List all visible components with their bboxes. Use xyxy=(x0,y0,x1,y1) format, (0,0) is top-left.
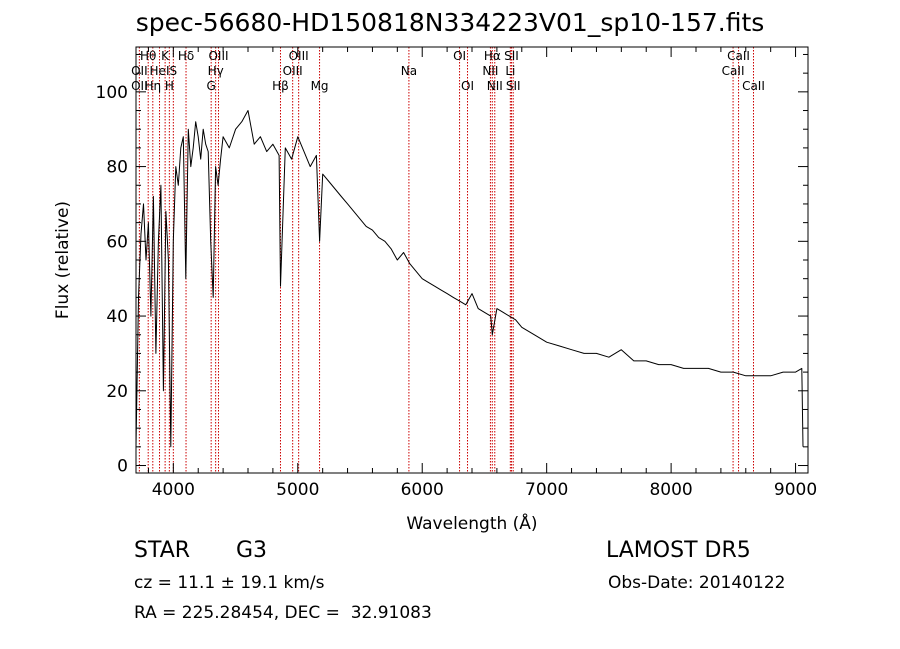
line-label: K xyxy=(161,49,170,63)
spectrum-series xyxy=(135,110,804,448)
velocity-readout: cz = 11.1 ± 19.1 km/s xyxy=(134,573,325,593)
line-label: CaII xyxy=(742,79,765,93)
plot-frame xyxy=(135,46,809,474)
y-tick-label: 0 xyxy=(117,457,128,477)
line-label: Hγ xyxy=(208,64,224,78)
line-markers xyxy=(138,47,754,473)
line-label: Hδ xyxy=(178,49,194,63)
x-tick-label: 4000 xyxy=(152,480,195,500)
line-label: SII xyxy=(504,49,519,63)
survey-name: LAMOST DR5 xyxy=(606,538,751,563)
line-label: OIII xyxy=(283,64,303,78)
line-label: OII xyxy=(131,79,148,93)
coordinates-readout: RA = 225.28454, DEC = 32.91083 xyxy=(134,603,432,623)
x-tick-label: 8000 xyxy=(649,480,692,500)
y-tick-label: 20 xyxy=(106,382,128,402)
x-tick-label: 9000 xyxy=(774,480,817,500)
y-tick-label: 100 xyxy=(96,83,128,103)
line-label: Mg xyxy=(311,79,329,93)
x-tick-label: 5000 xyxy=(276,480,319,500)
line-label: OII xyxy=(131,64,148,78)
line-label: H xyxy=(165,79,174,93)
line-label: CaII xyxy=(722,64,745,78)
object-class: STAR xyxy=(134,538,191,563)
chart-title: spec-56680-HD150818N334223V01_sp10-157.f… xyxy=(135,8,765,37)
line-label: NII xyxy=(487,79,503,93)
axis-ticks xyxy=(136,47,808,473)
line-label: NII xyxy=(482,64,498,78)
y-tick-label: 60 xyxy=(106,232,128,252)
x-tick-label: 6000 xyxy=(401,480,444,500)
line-label: Na xyxy=(401,64,417,78)
line-label: Hβ xyxy=(272,79,289,93)
line-label: G xyxy=(207,79,216,93)
line-label: HeI xyxy=(150,64,170,78)
line-label: SII xyxy=(506,79,521,93)
line-label: Hα xyxy=(484,49,501,63)
y-tick-label: 40 xyxy=(106,307,128,327)
line-label: OIII xyxy=(208,49,228,63)
line-label: CaII xyxy=(727,49,750,63)
line-label: OIII xyxy=(289,49,309,63)
x-tick-label: 7000 xyxy=(525,480,568,500)
line-label: Hθ xyxy=(140,49,156,63)
line-label: OI xyxy=(461,79,474,93)
y-axis-label: Flux (relative) xyxy=(53,201,73,319)
line-label: OI xyxy=(453,49,466,63)
line-label: Hη xyxy=(144,79,161,93)
line-label: S xyxy=(170,64,178,78)
x-axis-label: Wavelength (Å) xyxy=(406,512,537,534)
y-tick-label: 80 xyxy=(106,158,128,178)
observation-date: Obs-Date: 20140122 xyxy=(608,573,786,593)
spectrum-line xyxy=(135,110,804,448)
line-label: Li xyxy=(505,64,515,78)
object-subclass: G3 xyxy=(236,538,268,563)
axis-tick-labels: 4000 5000 6000 7000 8000 9000 0 20 40 60 80 100 xyxy=(96,83,818,500)
